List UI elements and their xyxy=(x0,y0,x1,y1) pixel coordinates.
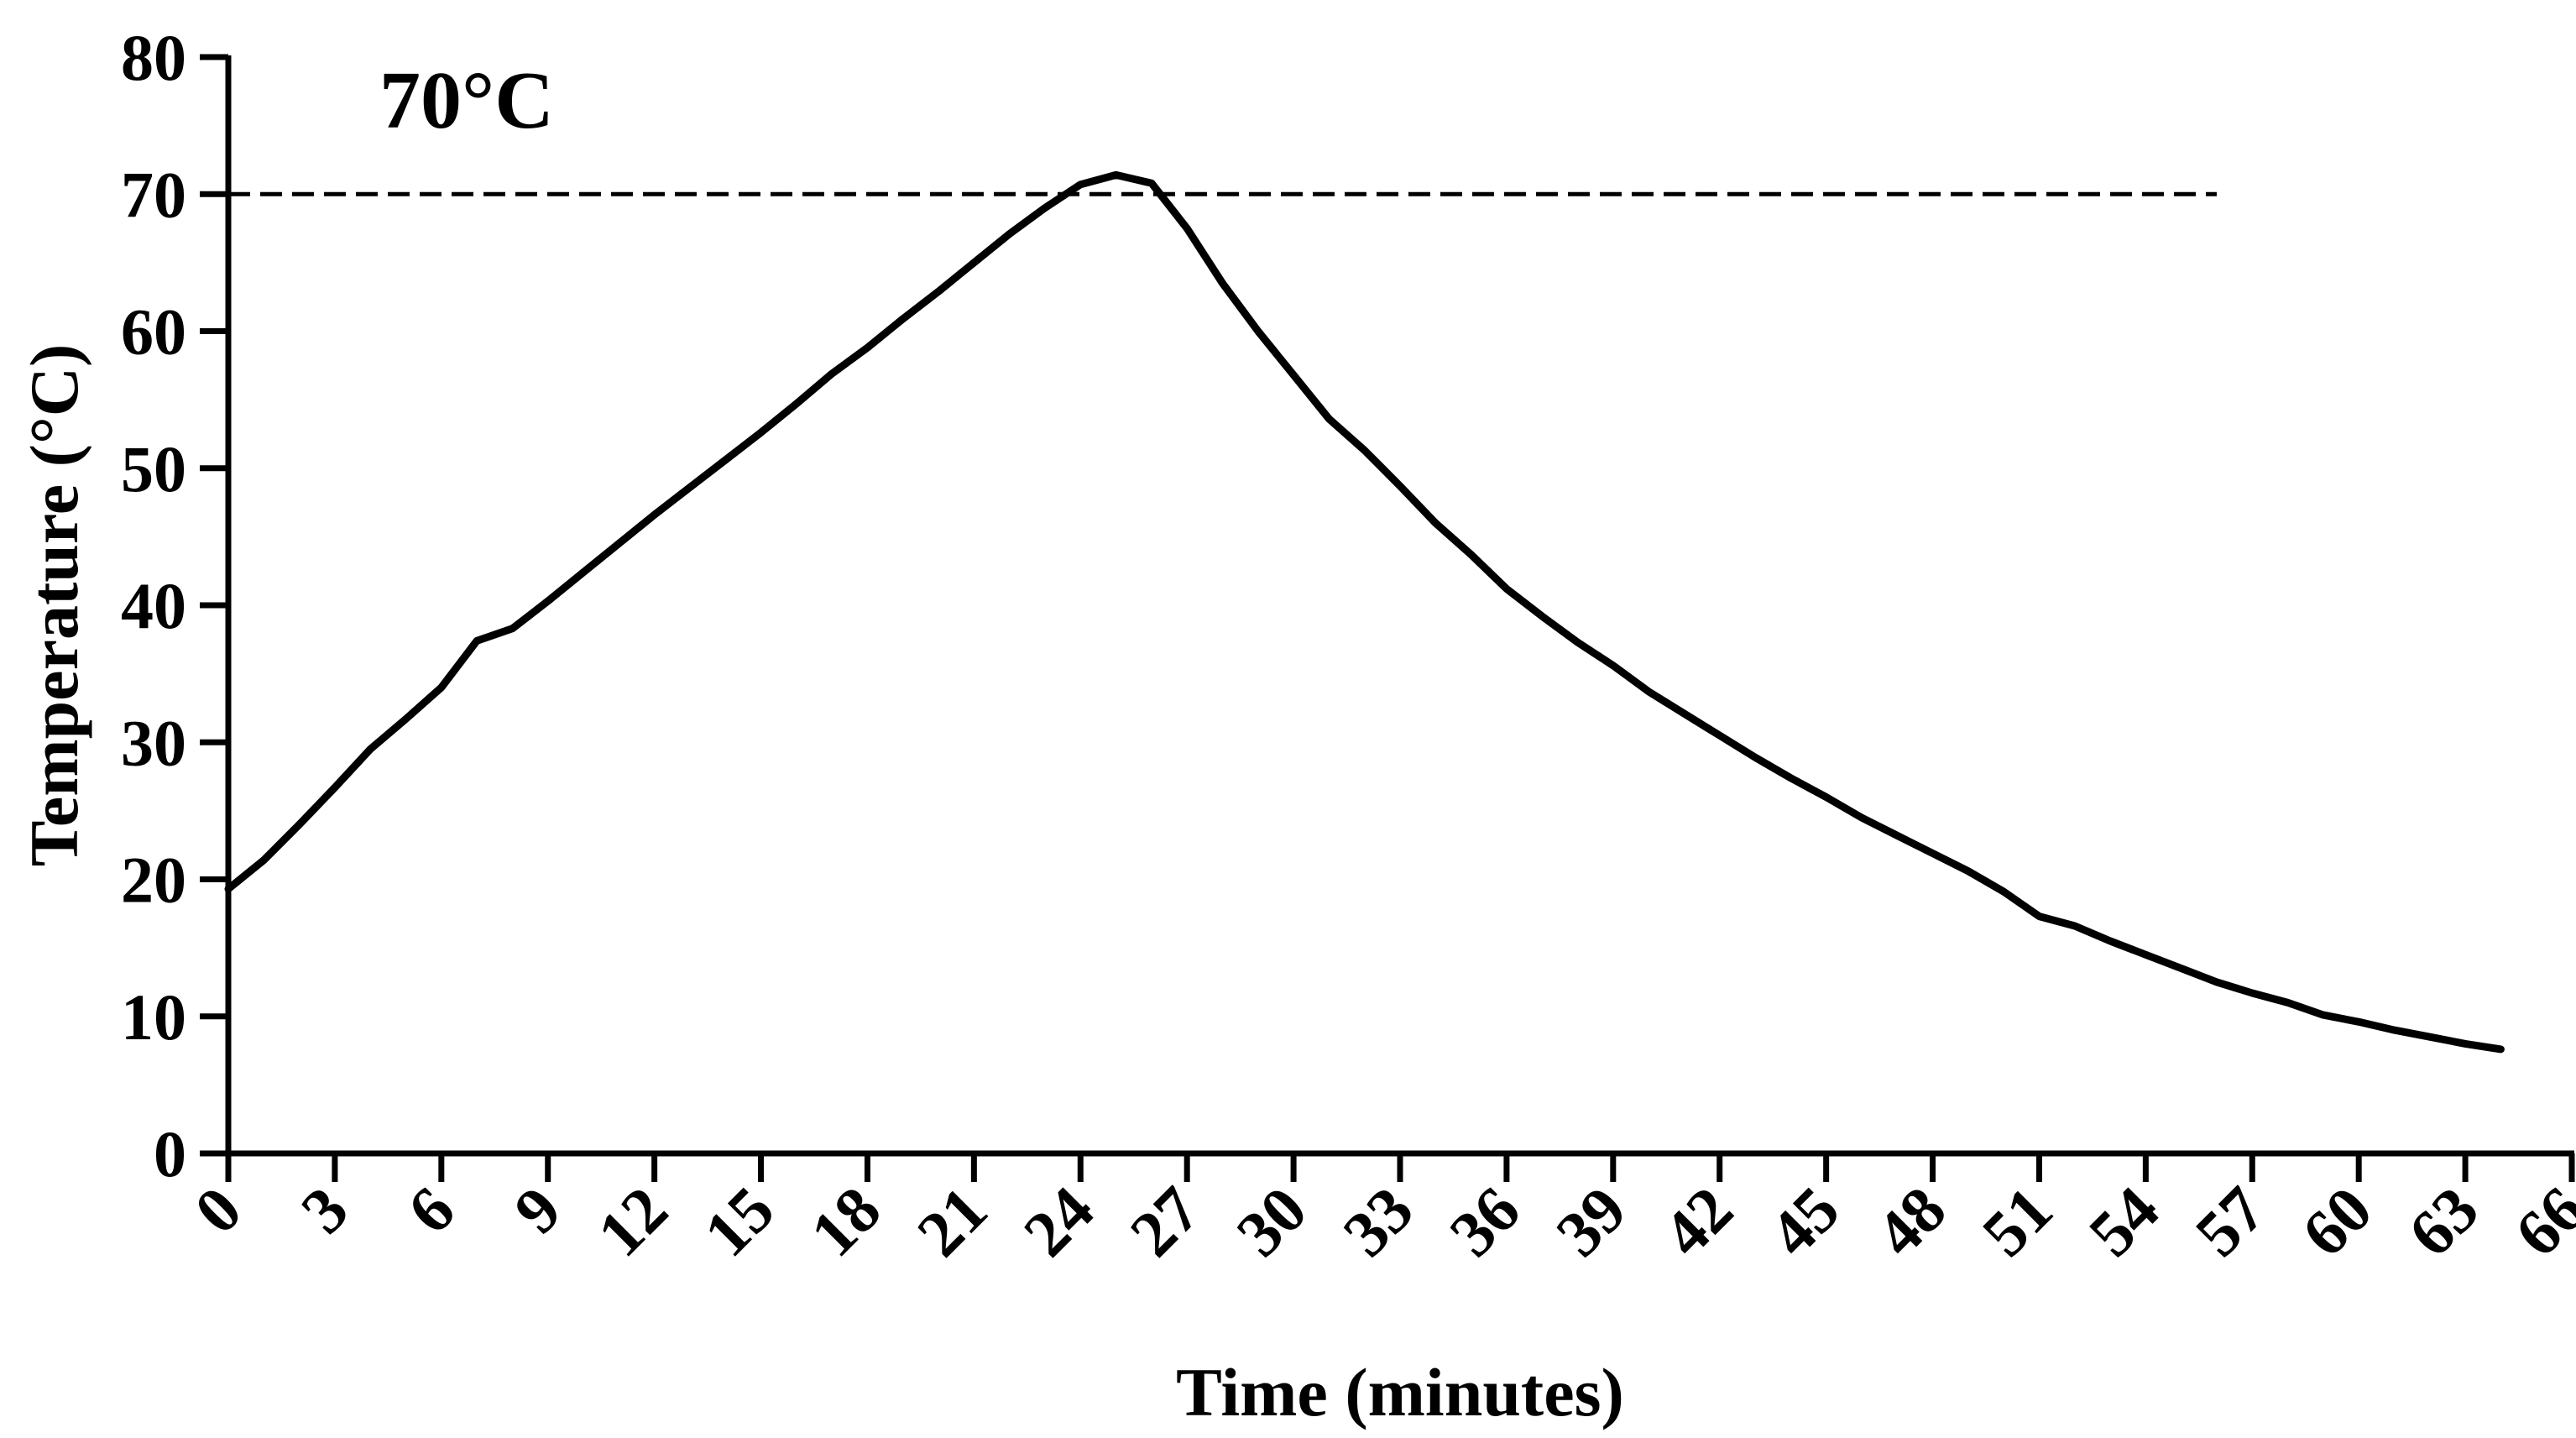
x-tick-label: 21 xyxy=(903,1173,1001,1271)
x-tick-label: 51 xyxy=(1968,1173,2067,1271)
x-tick-label: 45 xyxy=(1755,1173,1853,1271)
y-axis-title: Temperature (°C) xyxy=(16,344,92,867)
reference-line-label: 70°C xyxy=(379,55,554,146)
x-axis-title: Time (minutes) xyxy=(1176,1354,1624,1430)
x-tick-label: 12 xyxy=(583,1173,682,1271)
x-tick-label: 0 xyxy=(180,1173,255,1247)
x-tick-label: 27 xyxy=(1116,1173,1215,1271)
x-tick-label: 66 xyxy=(2500,1173,2576,1271)
x-tick-label: 48 xyxy=(1862,1173,1960,1271)
x-tick-label: 36 xyxy=(1435,1173,1534,1271)
x-tick-label: 15 xyxy=(690,1173,788,1271)
x-tick-label: 63 xyxy=(2394,1173,2492,1271)
y-tick-label: 30 xyxy=(121,706,186,779)
y-tick-label: 60 xyxy=(121,295,186,369)
x-tick-label: 42 xyxy=(1649,1173,1747,1271)
x-tick-label: 30 xyxy=(1222,1173,1320,1271)
y-tick-label: 50 xyxy=(121,432,186,505)
series-group xyxy=(224,170,2505,1054)
y-tick-label: 80 xyxy=(121,21,186,94)
y-tick-label: 70 xyxy=(121,158,186,231)
y-axis-ticks: 0 10 20 30 40 50 60 70 80 xyxy=(121,21,228,1190)
y-tick-label: 0 xyxy=(154,1117,186,1190)
x-tick-label: 39 xyxy=(1542,1173,1640,1271)
y-tick-label: 10 xyxy=(121,980,186,1054)
x-tick-label: 57 xyxy=(2182,1173,2280,1271)
y-tick-label: 40 xyxy=(121,569,186,642)
y-tick-label: 20 xyxy=(121,844,186,917)
x-tick-label: 33 xyxy=(1329,1173,1427,1271)
x-tick-label: 54 xyxy=(2075,1173,2173,1271)
x-tick-label: 3 xyxy=(287,1173,362,1247)
axes xyxy=(225,55,2574,1157)
x-axis-ticks: 0 3 6 9 12 15 18 21 24 27 30 33 36 39 42 45 48 51 54 57 60 63… xyxy=(180,1153,2576,1270)
x-tick-label: 60 xyxy=(2288,1173,2386,1271)
x-tick-label: 6 xyxy=(394,1173,468,1247)
x-tick-label: 18 xyxy=(797,1173,895,1271)
x-tick-label: 24 xyxy=(1010,1173,1108,1271)
x-tick-label: 9 xyxy=(500,1173,575,1247)
temperature-series-line xyxy=(224,170,2505,1054)
